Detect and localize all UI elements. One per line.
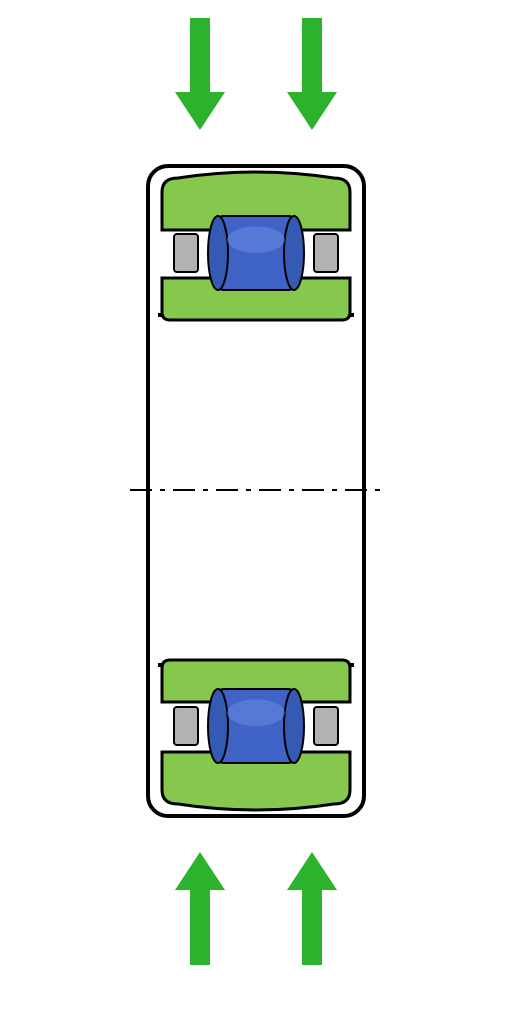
roller-top-cap-left	[208, 216, 228, 290]
bearing-cross-section-diagram	[0, 0, 512, 1024]
load-arrow-bottom-1	[175, 852, 225, 965]
cage-top-r	[314, 234, 338, 272]
load-arrow-bottom-2	[287, 852, 337, 965]
roller-bottom-cap-right	[284, 689, 304, 763]
roller-bottom-cap-left	[208, 689, 228, 763]
cage-bottom-r	[314, 707, 338, 745]
roller-top-highlight	[227, 226, 285, 253]
roller-bottom-highlight	[227, 699, 285, 726]
load-arrow-top-1	[175, 18, 225, 130]
cage-top-l	[174, 234, 198, 272]
cage-bottom-l	[174, 707, 198, 745]
roller-top-cap-right	[284, 216, 304, 290]
load-arrow-top-2	[287, 18, 337, 130]
